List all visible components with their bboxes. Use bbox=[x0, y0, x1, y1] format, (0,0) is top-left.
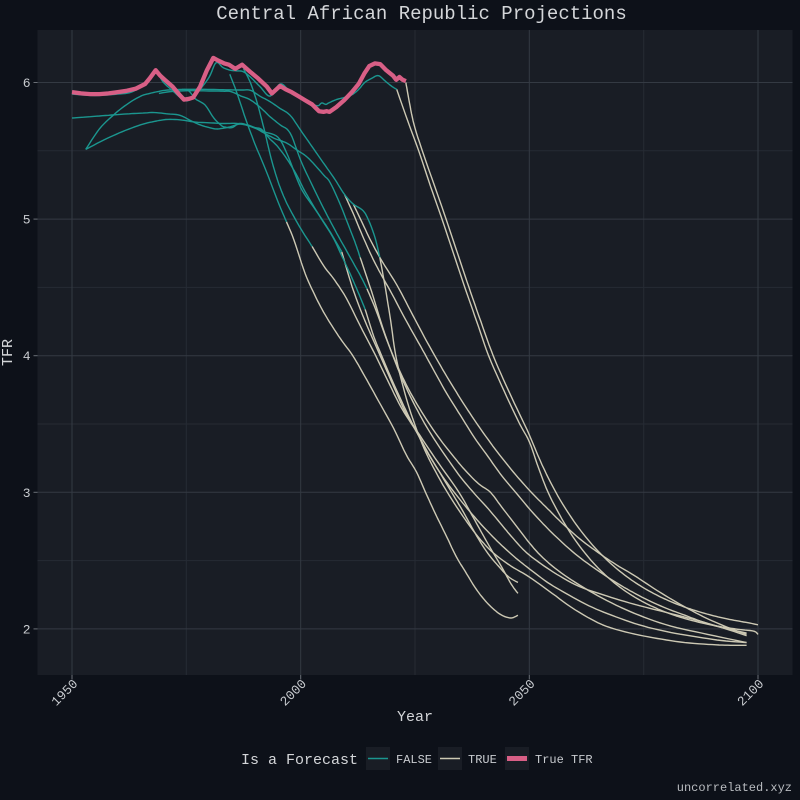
svg-text:2: 2 bbox=[23, 622, 31, 637]
svg-text:FALSE: FALSE bbox=[396, 753, 432, 767]
svg-text:6: 6 bbox=[23, 76, 31, 91]
svg-text:Is a Forecast: Is a Forecast bbox=[241, 752, 358, 769]
svg-text:Central African Republic Proje: Central African Republic Projections bbox=[216, 3, 626, 25]
svg-text:5: 5 bbox=[23, 213, 31, 228]
svg-text:True TFR: True TFR bbox=[535, 753, 593, 767]
svg-text:Year: Year bbox=[397, 709, 433, 726]
svg-text:TFR: TFR bbox=[0, 339, 17, 366]
svg-text:uncorrelated.xyz: uncorrelated.xyz bbox=[677, 781, 792, 795]
svg-text:3: 3 bbox=[23, 486, 31, 501]
svg-text:TRUE: TRUE bbox=[468, 753, 497, 767]
svg-text:4: 4 bbox=[23, 349, 31, 364]
